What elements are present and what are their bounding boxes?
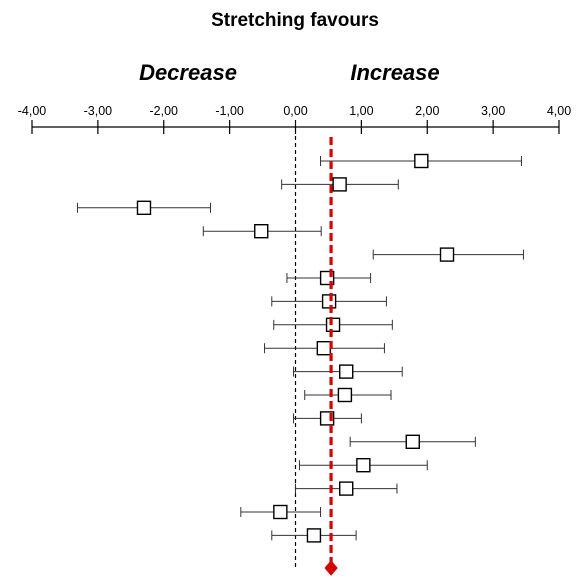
point-estimate-box [439, 247, 455, 262]
x-tick-label: -4,00 [18, 104, 47, 118]
point-estimate-box [339, 481, 354, 496]
pooled-estimate-group [324, 137, 338, 576]
pooled-estimate-diamond [324, 560, 338, 576]
study-row [202, 223, 322, 239]
decrease-label: Decrease [139, 60, 237, 85]
point-estimate-box [321, 294, 337, 309]
x-tick-label: -2,00 [150, 104, 179, 118]
study-row [295, 481, 398, 496]
study-row [264, 341, 385, 356]
study-row [281, 177, 399, 192]
point-estimate-box [273, 504, 288, 520]
point-estimate-box [306, 528, 322, 543]
study-rows [76, 153, 524, 543]
point-estimate-box [414, 153, 429, 169]
point-estimate-box [356, 458, 371, 473]
point-estimate-box [136, 200, 152, 216]
study-row [298, 458, 428, 473]
x-tick-label: 4,00 [547, 104, 571, 118]
x-tick-label: 3,00 [481, 104, 505, 118]
x-axis: -4,00 -3,00 -2,00 -1,00 0,00 1,00 2,00 3,00 4,00 [18, 104, 571, 134]
chart-title: Stretching favours [211, 10, 379, 31]
study-row [240, 504, 322, 520]
point-estimate-box [337, 387, 353, 403]
point-estimate-box [316, 341, 332, 356]
x-tick-label: -3,00 [84, 104, 113, 118]
point-estimate-box [405, 434, 420, 449]
point-estimate-box [254, 223, 269, 239]
study-row [293, 411, 362, 426]
point-estimate-box [332, 177, 347, 192]
study-row [286, 270, 372, 286]
study-row [320, 153, 522, 169]
study-row [349, 434, 476, 449]
x-tick-label: 1,00 [349, 104, 373, 118]
increase-label: Increase [350, 60, 439, 85]
x-tick-label: 2,00 [415, 104, 439, 118]
study-row [76, 200, 212, 216]
study-row [273, 317, 393, 332]
study-row [271, 528, 357, 543]
point-estimate-box [339, 364, 354, 379]
study-row [372, 247, 524, 262]
point-estimate-box [325, 317, 341, 332]
x-tick-label: 0,00 [283, 104, 307, 118]
study-row [271, 294, 387, 309]
study-row [304, 387, 392, 403]
study-row [293, 364, 403, 379]
x-tick-label: -1,00 [215, 104, 244, 118]
